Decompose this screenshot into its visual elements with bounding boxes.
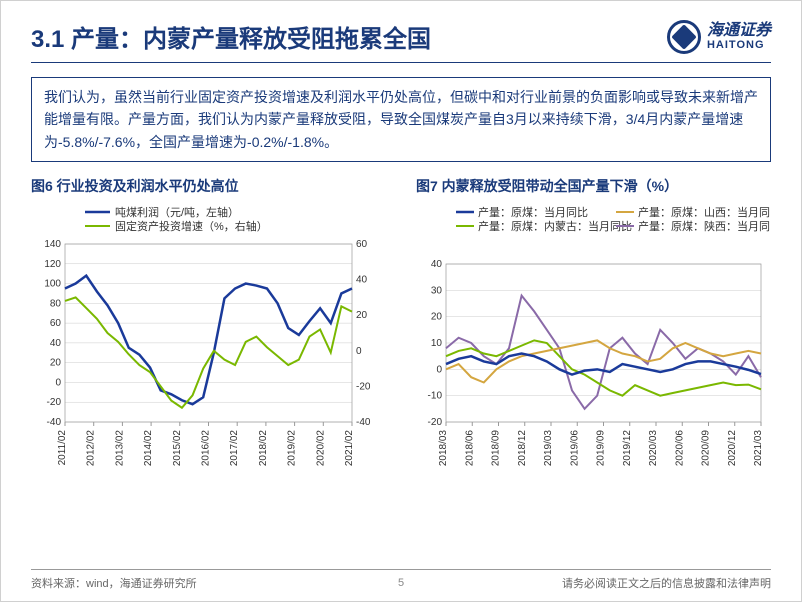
chart6-svg: -40 -20 0 20 40 60 80 100 120 140 -40 -20 0 20 40 60 201…	[31, 202, 386, 472]
svg-text:40: 40	[50, 338, 62, 349]
svg-text:2019/09: 2019/09	[596, 430, 607, 467]
svg-text:60: 60	[50, 318, 62, 329]
svg-text:2018/03: 2018/03	[438, 430, 449, 467]
svg-text:30: 30	[431, 286, 443, 297]
svg-text:-10: -10	[428, 391, 443, 402]
charts-row: 图6 行业投资及利润水平仍处高位 -40-2002040608010012014…	[1, 176, 801, 472]
svg-text:2021/02: 2021/02	[344, 430, 355, 467]
logo-text: 海通证券 HAITONG	[707, 22, 771, 52]
footer-source: 资料来源：wind，海通证券研究所	[31, 575, 197, 591]
svg-text:2018/12: 2018/12	[517, 430, 528, 467]
svg-text:产量：原煤：陕西：当月同比: 产量：原煤：陕西：当月同比	[638, 219, 771, 233]
svg-text:10: 10	[431, 338, 443, 349]
svg-text:2018/02: 2018/02	[258, 430, 269, 467]
svg-text:0: 0	[356, 346, 362, 357]
svg-text:2016/02: 2016/02	[201, 430, 212, 467]
svg-text:-20: -20	[47, 397, 62, 408]
svg-text:-20: -20	[428, 417, 443, 428]
svg-text:2018/06: 2018/06	[464, 430, 475, 467]
svg-text:-20: -20	[356, 382, 371, 393]
svg-text:-40: -40	[47, 417, 62, 428]
chart6-title: 图6 行业投资及利润水平仍处高位	[31, 176, 386, 196]
slide-title: 3.1 产量：内蒙产量释放受阻拖累全国	[31, 19, 431, 54]
svg-text:吨煤利润（元/吨，左轴）: 吨煤利润（元/吨，左轴）	[115, 205, 239, 219]
svg-text:40: 40	[356, 275, 368, 286]
svg-text:2021/03: 2021/03	[753, 430, 764, 467]
header-divider	[31, 62, 771, 63]
svg-text:产量：原煤：内蒙古：当月同比: 产量：原煤：内蒙古：当月同比	[478, 219, 632, 233]
footer: 资料来源：wind，海通证券研究所 5 请务必阅读正文之后的信息披露和法律声明	[1, 575, 801, 591]
svg-text:2019/12: 2019/12	[622, 430, 633, 467]
svg-text:2020/12: 2020/12	[727, 430, 738, 467]
svg-text:60: 60	[356, 239, 368, 250]
svg-text:2017/02: 2017/02	[229, 430, 240, 467]
logo-cn: 海通证券	[707, 22, 771, 40]
svg-text:2020/09: 2020/09	[701, 430, 712, 467]
header: 3.1 产量：内蒙产量释放受阻拖累全国 海通证券 HAITONG	[1, 1, 801, 62]
svg-text:2012/02: 2012/02	[86, 430, 97, 467]
svg-text:0: 0	[55, 378, 61, 389]
svg-text:100: 100	[44, 279, 61, 290]
chart7-title: 图7 内蒙释放受阻带动全国产量下滑（%）	[416, 176, 771, 196]
svg-text:产量：原煤：当月同比: 产量：原煤：当月同比	[478, 205, 588, 219]
svg-text:20: 20	[356, 310, 368, 321]
svg-text:0: 0	[436, 365, 442, 376]
svg-text:2019/03: 2019/03	[543, 430, 554, 467]
footer-disclaimer: 请务必阅读正文之后的信息披露和法律声明	[562, 575, 771, 591]
svg-text:-40: -40	[356, 417, 371, 428]
chart7-svg: -20 -10 0 10 20 30 40 2018/03 2018/06 2018/09 2018…	[416, 202, 771, 472]
svg-text:2020/03: 2020/03	[648, 430, 659, 467]
svg-text:产量：原煤：山西：当月同比: 产量：原煤：山西：当月同比	[638, 205, 771, 219]
logo-en: HAITONG	[707, 39, 771, 51]
logo-icon	[667, 20, 701, 54]
logo: 海通证券 HAITONG	[667, 20, 771, 54]
svg-text:固定资产投资增速（%，右轴）: 固定资产投资增速（%，右轴）	[115, 219, 268, 233]
svg-text:40: 40	[431, 259, 443, 270]
svg-text:80: 80	[50, 299, 62, 310]
svg-text:140: 140	[44, 239, 61, 250]
svg-text:2015/02: 2015/02	[172, 430, 183, 467]
svg-text:20: 20	[431, 312, 443, 323]
svg-text:120: 120	[44, 259, 61, 270]
footer-page: 5	[398, 577, 404, 589]
chart6-block: 图6 行业投资及利润水平仍处高位 -40 -20 0 20 40 60 80 100 120 14…	[31, 176, 386, 472]
svg-text:2020/02: 2020/02	[315, 430, 326, 467]
slide-container: 3.1 产量：内蒙产量释放受阻拖累全国 海通证券 HAITONG 我们认为，虽然…	[0, 0, 802, 602]
svg-text:2019/06: 2019/06	[569, 430, 580, 467]
description-box: 我们认为，虽然当前行业固定资产投资增速及利润水平仍处高位，但碳中和对行业前景的负…	[31, 77, 771, 162]
chart7-block: 图7 内蒙释放受阻带动全国产量下滑（%） -20 -10 0 10 20 30 40 2018…	[416, 176, 771, 472]
svg-text:2018/09: 2018/09	[491, 430, 502, 467]
svg-text:2013/02: 2013/02	[114, 430, 125, 467]
svg-text:2020/06: 2020/06	[674, 430, 685, 467]
svg-text:2019/02: 2019/02	[287, 430, 298, 467]
svg-text:2014/02: 2014/02	[143, 430, 154, 467]
svg-text:2011/02: 2011/02	[57, 430, 68, 466]
svg-text:20: 20	[50, 358, 62, 369]
